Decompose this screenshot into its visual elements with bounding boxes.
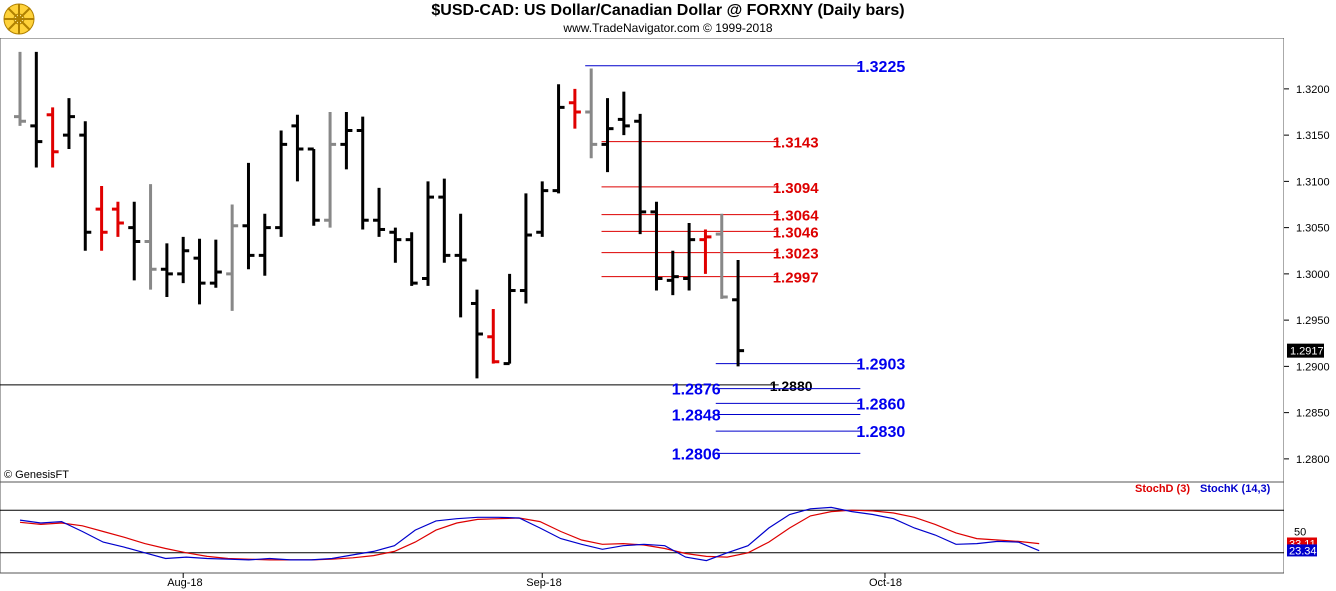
price-level-label: 1.3225 bbox=[856, 59, 905, 76]
price-tick-label: 1.2950 bbox=[1296, 315, 1330, 327]
time-tick-label: Aug-18 bbox=[167, 577, 202, 589]
price-tick-label: 1.3050 bbox=[1296, 223, 1330, 235]
stoch-k-badge bbox=[1287, 544, 1317, 557]
stoch-series-line bbox=[19, 509, 1040, 561]
chart-title: $USD-CAD: US Dollar/Canadian Dollar @ FO… bbox=[431, 2, 905, 19]
price-level-label: 1.3094 bbox=[773, 180, 820, 197]
right-axis-strip bbox=[1284, 38, 1336, 573]
price-level-label: 1.2903 bbox=[856, 357, 905, 374]
price-level-label: 1.2880 bbox=[770, 378, 813, 394]
price-level-label: 1.3143 bbox=[773, 135, 819, 152]
stoch-tick-label: 50 bbox=[1294, 527, 1306, 539]
price-level-label: 1.3023 bbox=[773, 246, 819, 263]
time-tick-label: Sep-18 bbox=[526, 577, 561, 589]
stoch-legend-k: StochK (14,3) bbox=[1200, 483, 1271, 495]
price-tick-label: 1.3150 bbox=[1296, 130, 1330, 142]
chart-header: $USD-CAD: US Dollar/Canadian Dollar @ FO… bbox=[0, 0, 1336, 38]
last-price-badge bbox=[1287, 343, 1324, 358]
price-level-label: 1.2860 bbox=[856, 396, 905, 413]
price-level-label: 1.2876 bbox=[672, 382, 721, 399]
price-tick-label: 1.3100 bbox=[1296, 176, 1330, 188]
price-level-label: 1.2997 bbox=[773, 270, 819, 287]
price-tick-label: 1.2800 bbox=[1296, 454, 1330, 466]
copyright-text: © GenesisFT bbox=[4, 469, 69, 481]
time-axis-strip bbox=[0, 573, 1336, 591]
stoch-legend-d: StochD (3) bbox=[1135, 483, 1190, 495]
price-level-label: 1.3046 bbox=[773, 224, 819, 241]
price-tick-label: 1.3000 bbox=[1296, 269, 1330, 281]
stoch-panel-frame bbox=[0, 481, 1285, 574]
price-panel-frame bbox=[0, 37, 1285, 483]
price-bars bbox=[14, 51, 745, 379]
price-level-label: 1.3064 bbox=[773, 208, 820, 225]
price-y-axis: 1.3200 1.3150 1.3100 1.3050 1.3000 1.2950 1.29… bbox=[1284, 84, 1330, 466]
price-level-label: 1.2848 bbox=[672, 407, 721, 424]
stoch-k-value: 23.34 bbox=[1289, 545, 1317, 557]
time-x-axis: Aug-18 Sep-18 Oct-18 bbox=[167, 573, 902, 589]
last-price-label: 1.2917 bbox=[1290, 346, 1324, 358]
price-tick-label: 1.2850 bbox=[1296, 408, 1330, 420]
time-tick-label: Oct-18 bbox=[869, 577, 902, 589]
ship-wheel-icon bbox=[3, 3, 35, 35]
price-level-label: 1.2806 bbox=[672, 446, 721, 463]
price-tick-label: 1.2900 bbox=[1296, 361, 1330, 373]
chart-subtitle: www.TradeNavigator.com © 1999-2018 bbox=[563, 21, 773, 35]
price-level-label: 1.2830 bbox=[856, 424, 905, 441]
stoch-series-line bbox=[19, 506, 1040, 562]
price-tick-label: 1.3200 bbox=[1296, 84, 1330, 96]
